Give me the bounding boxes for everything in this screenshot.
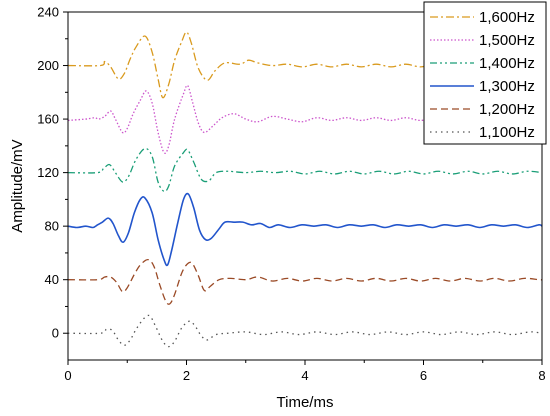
- legend-label-3: 1,300Hz: [479, 78, 535, 95]
- x-tick-label: 8: [538, 368, 545, 383]
- x-tick-label: 2: [183, 368, 190, 383]
- y-tick-label: 120: [37, 165, 59, 180]
- y-tick-label: 240: [37, 5, 59, 20]
- legend-label-1: 1,500Hz: [479, 32, 535, 49]
- x-tick-label: 6: [420, 368, 427, 383]
- series-line-2: [67, 147, 543, 193]
- series-line-4: [67, 258, 543, 305]
- x-axis: 0 2 4 6 8: [64, 360, 546, 383]
- y-tick-label: 40: [45, 272, 59, 287]
- y-tick-label: 160: [37, 112, 59, 127]
- y-tick-label: 0: [52, 326, 59, 341]
- legend-box: [423, 1, 547, 145]
- y-tick-label: 80: [45, 219, 59, 234]
- y-axis: 0 40 80 120 160 200 240: [37, 5, 68, 341]
- legend-label-4: 1,200Hz: [479, 101, 535, 118]
- y-axis-title: Amplitude/mV: [9, 139, 26, 232]
- x-tick-label: 4: [301, 368, 308, 383]
- x-tick-label: 0: [64, 368, 71, 383]
- y-tick-label: 200: [37, 58, 59, 73]
- legend-label-0: 1,600Hz: [479, 9, 535, 26]
- legend: 1,600Hz 1,500Hz 1,400Hz 1,300Hz 1,200Hz 1,100…: [423, 1, 547, 145]
- x-axis-title: Time/ms: [277, 394, 334, 411]
- series-line-3: [67, 192, 543, 267]
- series-line-5: [67, 314, 543, 348]
- legend-label-5: 1,100Hz: [479, 124, 535, 141]
- legend-label-2: 1,400Hz: [479, 55, 535, 72]
